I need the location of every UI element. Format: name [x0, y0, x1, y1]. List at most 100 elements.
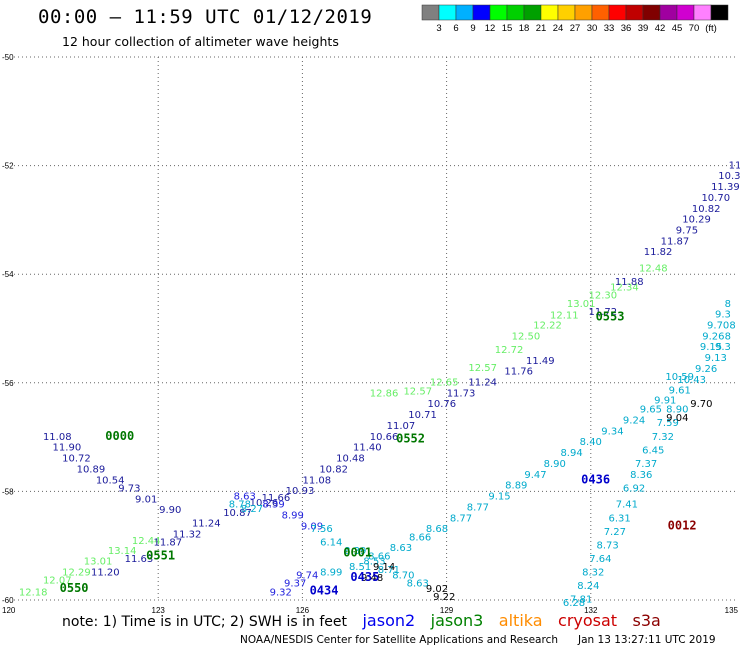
swh-value-label: 11.82 — [644, 247, 673, 258]
swh-value-label: 12.07 — [43, 576, 72, 587]
chart-grid — [14, 56, 735, 601]
swh-value-label: 13.14 — [108, 546, 137, 557]
swh-value-label: 8.66 — [409, 532, 431, 543]
swh-value-label: 9.73 — [118, 483, 140, 494]
footer-credit: NOAA/NESDIS Center for Satellite Applica… — [240, 634, 558, 646]
swh-value-label: 12.44 — [132, 536, 161, 547]
swh-value-label: 10.93 — [286, 486, 315, 497]
swh-value-label: 11.08 — [43, 432, 72, 443]
legend-label: 6 — [453, 23, 458, 34]
legend-label: 27 — [570, 23, 581, 34]
swh-value-label: 8.68 — [426, 524, 448, 535]
swh-value-label: 13.01 — [567, 299, 596, 310]
swh-value-label: 8.94 — [560, 448, 582, 459]
chart-subtitle: 12 hour collection of altimeter wave hei… — [62, 34, 339, 49]
swh-value-label: 10.82 — [319, 464, 348, 475]
swh-value-label: 7.27 — [604, 527, 626, 538]
swh-value-label: 8.77 — [467, 502, 489, 513]
swh-value-label: 10.71 — [408, 410, 437, 421]
legend-label: 9 — [470, 23, 475, 34]
legend-label: 21 — [536, 23, 547, 34]
swh-value-label: 9.3 — [715, 342, 731, 353]
swh-value-label: 8.78 — [229, 500, 251, 511]
legend-swatch — [472, 4, 491, 21]
swh-value-label: 11.20 — [91, 568, 120, 579]
swh-value-label: 9.22 — [433, 592, 455, 603]
swh-value-label: 9.13 — [705, 353, 727, 364]
swh-value-label: 8.99 — [282, 511, 304, 522]
swh-value-label: 7.32 — [652, 432, 674, 443]
swh-value-label: 12.65 — [430, 378, 459, 389]
swh-value-label: 8.27 — [241, 504, 263, 515]
swh-value-label: 9.15 — [488, 492, 510, 503]
swh-value-label: 7.59 — [657, 418, 679, 429]
swh-value-label: 8.71 — [378, 565, 400, 576]
swh-value-label: 8.40 — [580, 437, 602, 448]
swh-value-label: 12.50 — [512, 331, 541, 342]
legend-swatch — [625, 4, 644, 21]
satellite-s3a: s3a — [632, 611, 661, 630]
swh-value-label: 10.31 — [718, 171, 740, 182]
swh-value-label: 10.82 — [692, 204, 721, 215]
swh-value-label: 10.29 — [682, 215, 711, 226]
swh-value-label: 11.72 — [588, 307, 617, 318]
swh-value-label: 11.87 — [153, 538, 182, 549]
swh-value-label: 8 — [725, 331, 731, 342]
swh-value-label: 8.90 — [666, 405, 688, 416]
swh-value-label: 9.70 — [707, 321, 729, 332]
swh-value-label: 9.91 — [654, 395, 676, 406]
swh-value-label: 8.63 — [234, 492, 256, 503]
y-tick-label: -60 — [2, 596, 14, 605]
legend-swatch — [489, 4, 508, 21]
swh-value-label: 12.57 — [403, 387, 432, 398]
swh-value-label: 8.90 — [544, 459, 566, 470]
swh-value-label: 9.15 — [700, 342, 722, 353]
swh-value-label: 8 — [725, 299, 731, 310]
legend-label: 70 — [689, 23, 700, 34]
satellite-jason2: jason2 — [362, 611, 416, 630]
swh-value-label: 9.26 — [695, 364, 717, 375]
legend-swatch — [455, 4, 474, 21]
swh-value-label: 8.39 — [344, 546, 366, 557]
swh-value-label: 10.72 — [62, 454, 91, 465]
swh-value-label: 12.30 — [588, 291, 617, 302]
swh-value-label: 11.66 — [262, 493, 291, 504]
swh-value-label: 7.81 — [570, 595, 592, 606]
x-tick-label: 129 — [440, 606, 454, 615]
swh-value-label: 9.01 — [135, 494, 157, 505]
note-text: note: 1) Time is in UTC; 2) SWH is in fe… — [62, 614, 348, 630]
satellite-cryosat: cryosat — [558, 611, 618, 630]
legend-swatch — [421, 4, 440, 21]
swh-value-label: 10.66 — [370, 432, 399, 443]
swh-value-label: 9.26 — [702, 331, 724, 342]
legend-label: 3 — [436, 23, 441, 34]
note-row: note: 1) Time is in UTC; 2) SWH is in fe… — [62, 611, 661, 630]
swh-value-label: 9.47 — [524, 470, 546, 481]
legend-label: 42 — [655, 23, 666, 34]
swh-value-label: 13.01 — [84, 557, 113, 568]
pass-time-label: 0012 — [668, 518, 697, 532]
swh-value-label: 8.70 — [392, 570, 414, 581]
swh-value-label: 12.57 — [468, 363, 497, 374]
swh-value-label: 9.61 — [669, 386, 691, 397]
legend-label: 24 — [553, 23, 564, 34]
swh-value-label: 6.28 — [563, 598, 585, 609]
swh-value-label: 8 — [729, 321, 735, 332]
x-tick-label: 132 — [584, 606, 598, 615]
swh-value-label: 8.53 — [363, 557, 385, 568]
chart-title: 00:00 – 11:59 UTC 01/12/2019 — [38, 6, 373, 28]
legend-label: (ft) — [705, 23, 717, 34]
swh-value-label: 8.66 — [368, 551, 390, 562]
swh-value-label: 11.49 — [526, 356, 555, 367]
swh-value-label: 6.14 — [320, 538, 342, 549]
x-tick-label: 126 — [296, 606, 310, 615]
legend-label: 30 — [587, 23, 598, 34]
swh-value-label: 8.73 — [596, 540, 618, 551]
legend-swatch — [676, 4, 695, 21]
legend-swatch — [506, 4, 525, 21]
swh-value-label: 11.24 — [192, 519, 221, 530]
swh-value-label: 8.63 — [407, 578, 429, 589]
swh-value-label: 11 — [729, 160, 740, 171]
